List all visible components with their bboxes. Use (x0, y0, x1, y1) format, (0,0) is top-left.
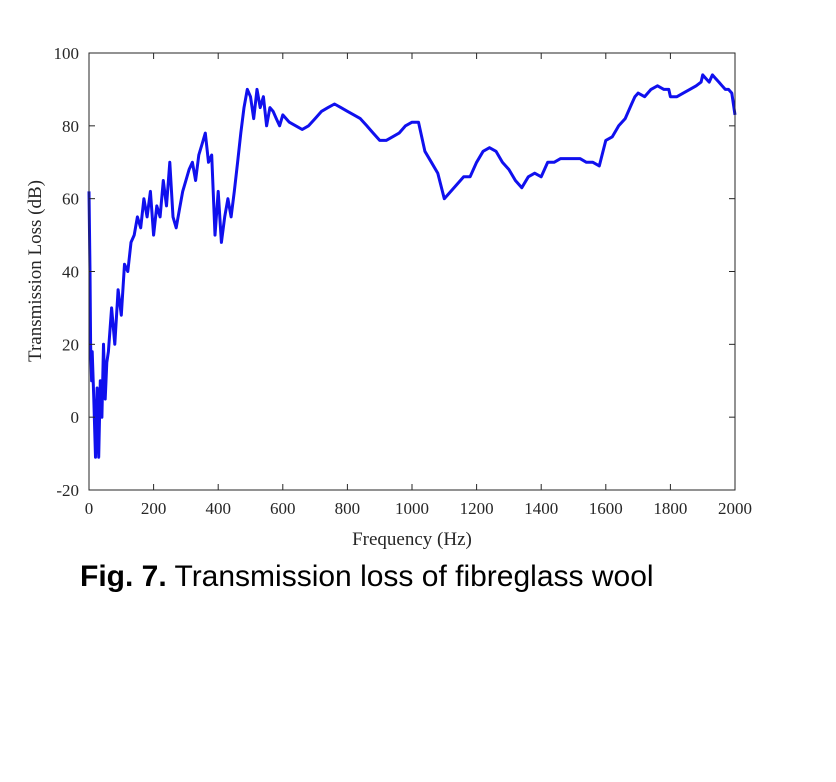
x-tick-label: 1400 (524, 499, 558, 518)
x-tick-labels: 0 200 400 600 800 1000 1200 1400 1600 1800 2000 (85, 499, 752, 518)
y-tick-label: 20 (62, 335, 79, 354)
y-tick-label: 60 (62, 190, 79, 209)
x-tick-label: 600 (270, 499, 296, 518)
series-line-0 (87, 73, 737, 459)
plot-frame (88, 52, 736, 491)
y-axis-title: Transmission Loss (dB) (25, 180, 46, 362)
x-tick-label: 1000 (395, 499, 429, 518)
x-tick-label: 0 (85, 499, 94, 518)
caption-text: Transmission loss of fibreglass wool (166, 560, 654, 593)
transmission-loss-chart: 0 200 400 600 800 1000 1200 1400 1600 1800 2000 -2… (25, 44, 752, 550)
y-tick-label: 40 (62, 263, 79, 282)
axis-ticks (88, 52, 736, 491)
y-tick-label: 100 (54, 44, 80, 63)
figure-label: Fig. 7. (80, 560, 167, 593)
x-axis-title: Frequency (Hz) (352, 529, 472, 550)
figure-caption: Fig. 7. Transmission loss of fibreglass … (80, 560, 654, 594)
y-tick-label: 80 (62, 117, 79, 136)
y-tick-labels: -20 0 20 40 60 80 100 (54, 44, 80, 500)
x-tick-label: 1800 (653, 499, 687, 518)
x-tick-label: 1600 (589, 499, 623, 518)
x-tick-label: 2000 (718, 499, 752, 518)
x-tick-label: 800 (335, 499, 361, 518)
x-tick-label: 1200 (460, 499, 494, 518)
x-tick-label: 400 (205, 499, 231, 518)
y-tick-label: -20 (56, 481, 79, 500)
x-tick-label: 200 (141, 499, 167, 518)
y-tick-label: 0 (71, 408, 80, 427)
plot-lines (87, 73, 737, 459)
